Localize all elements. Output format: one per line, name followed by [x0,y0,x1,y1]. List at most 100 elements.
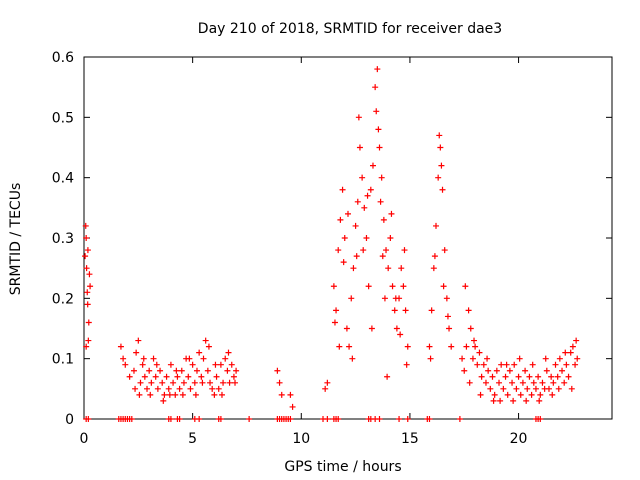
data-point-plus [324,379,331,386]
data-point-plus [84,301,91,308]
data-point-plus [446,325,453,332]
data-point-plus [170,379,177,386]
data-point-plus [569,343,576,350]
data-point-plus [549,391,556,398]
data-point-plus [504,391,511,398]
data-point-plus [369,162,376,169]
data-point-plus [556,355,563,362]
y-tick-label: 0.4 [52,171,74,187]
data-point-plus [426,416,433,422]
data-point-plus [561,379,568,386]
data-point-plus [83,343,90,350]
data-point-plus [187,385,194,392]
data-point-plus [84,247,91,254]
data-point-plus [246,416,253,422]
data-point-plus [132,385,139,392]
data-point-plus [562,349,569,356]
data-point-plus [180,379,187,386]
data-point-plus [322,385,329,392]
x-tick-label: 0 [80,431,89,447]
data-point-plus [141,373,148,380]
data-point-plus [402,307,409,314]
data-point-plus [205,343,212,350]
data-point-plus [377,198,384,205]
data-point-plus [352,222,359,229]
data-point-plus [465,307,472,314]
data-point-plus [215,385,222,392]
data-point-plus [510,397,517,404]
data-point-plus [159,379,166,386]
x-tick-label: 10 [292,431,310,447]
data-point-plus [567,349,574,356]
data-point-plus [122,361,129,368]
data-point-plus [130,367,137,374]
data-point-plus [163,373,170,380]
data-point-plus [524,385,531,392]
y-axis-label: SRMTID / TECUs [8,183,24,296]
data-point-plus [372,84,379,91]
data-point-plus [213,373,220,380]
data-point-plus [523,397,530,404]
data-point-plus [403,361,410,368]
data-point-plus [375,126,382,133]
data-point-plus [200,355,207,362]
data-point-plus [388,210,395,217]
data-point-plus [339,186,346,193]
data-point-plus [440,283,447,290]
data-point-plus [84,289,91,296]
data-point-plus [218,391,225,398]
data-point-plus [343,325,350,332]
data-point-plus [393,325,400,332]
data-point-plus [532,385,539,392]
data-point-plus [120,355,127,362]
data-point-plus [480,361,487,368]
data-point-plus [336,343,343,350]
data-point-plus [160,397,167,404]
data-point-plus [165,385,172,392]
data-point-plus [167,361,174,368]
data-point-plus [459,355,466,362]
data-point-plus [349,355,356,362]
data-point-plus [555,385,562,392]
data-point-plus [381,295,388,302]
data-point-plus [176,416,183,422]
data-point-plus [368,325,375,332]
data-point-plus [471,337,478,344]
data-point-plus [392,295,399,302]
data-point-plus [462,283,469,290]
data-point-plus [490,397,497,404]
data-point-plus [193,367,200,374]
data-point-plus [147,391,154,398]
data-point-plus [348,295,355,302]
data-point-plus [373,108,380,115]
data-point-plus [529,361,536,368]
data-point-plus [139,361,146,368]
data-point-plus [220,379,227,386]
x-tick-label: 15 [401,431,419,447]
data-point-plus [166,391,173,398]
data-point-plus [179,391,186,398]
data-point-plus [542,355,549,362]
data-point-plus [232,379,239,386]
data-point-plus [222,355,229,362]
data-point-plus [456,416,463,422]
data-point-plus [535,373,542,380]
data-point-plus [86,271,93,278]
data-point-plus [502,373,509,380]
data-point-plus [565,373,572,380]
data-point-plus [500,385,507,392]
data-point-plus [482,379,489,386]
data-point-plus [230,373,237,380]
data-point-plus [360,247,367,254]
data-point-plus [330,283,337,290]
data-point-plus [85,319,92,326]
data-point-plus [426,343,433,350]
data-point-plus [545,385,552,392]
data-point-plus [489,373,496,380]
data-point-plus [469,355,476,362]
data-point-plus [354,198,361,205]
data-point-plus [478,373,485,380]
data-point-plus [83,235,90,241]
data-point-plus [522,367,529,374]
y-tick-label: 0.2 [52,291,74,307]
